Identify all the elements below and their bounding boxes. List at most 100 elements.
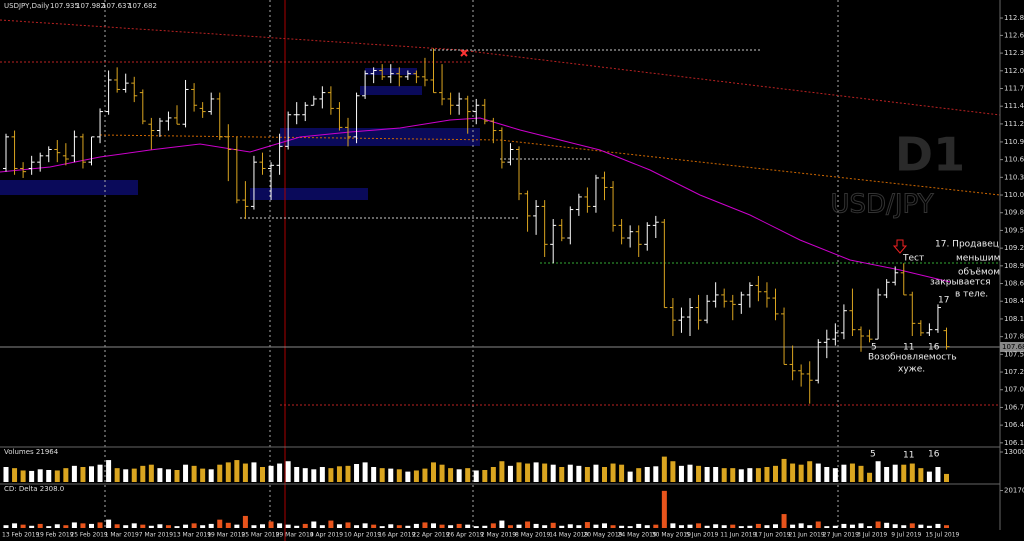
volume-bar (619, 464, 625, 482)
volume-bar (584, 467, 590, 482)
volume-bar (687, 464, 693, 482)
watermark: D1 (895, 128, 965, 182)
y-tick-label: 107.840 (1004, 333, 1024, 341)
y-tick-label: 110.360 (1004, 173, 1024, 181)
delta-bar (542, 525, 548, 528)
delta-bar (396, 525, 402, 528)
delta-bar (918, 524, 924, 528)
y-tick-label: 108.400 (1004, 297, 1024, 305)
zone (360, 86, 422, 95)
x-tick-label: 25 Mar 2019 (241, 532, 279, 539)
volume-bar (114, 468, 120, 482)
delta-bar (576, 525, 582, 528)
delta-bar (901, 525, 907, 528)
volume-bar (336, 466, 342, 482)
volume-bar (542, 463, 548, 482)
delta-bar (465, 524, 471, 528)
y-tick-label: 111.765 (1004, 85, 1024, 93)
delta-bar (106, 519, 112, 528)
volume-bar (354, 464, 360, 482)
delta-bar (422, 522, 428, 528)
delta-bar (80, 523, 86, 528)
y-tick-label: 112.605 (1004, 31, 1024, 39)
delta-title: CD: Delta 2308.0 (4, 485, 64, 493)
delta-bar (815, 521, 821, 528)
volume-bar (242, 463, 248, 482)
volume-bar (285, 461, 291, 482)
delta-bar (533, 523, 539, 528)
volume-bar (302, 468, 308, 482)
volume-bar (516, 462, 522, 482)
volume-bar (225, 462, 231, 482)
delta-bar (285, 524, 291, 528)
delta-bar (431, 523, 436, 528)
bar-number: 11 (903, 343, 914, 353)
volume-bar (106, 460, 112, 482)
y-tick-label: 13000 (1004, 448, 1024, 456)
volume-bar (388, 468, 394, 482)
volume-bar (781, 458, 787, 482)
delta-bar (516, 524, 522, 528)
volume-bar (431, 462, 436, 482)
delta-bar (354, 525, 360, 528)
volume-bar (550, 464, 556, 482)
header-high: 107.982 (76, 2, 105, 10)
y-tick-label: 20170.5 (1004, 487, 1024, 495)
delta-bar (294, 525, 300, 528)
delta-bar (781, 514, 787, 528)
delta-bar (884, 522, 890, 528)
delta-bar (644, 525, 650, 528)
annotation: Возобновляемость (868, 353, 957, 363)
delta-bar (225, 522, 231, 528)
volume-bar (12, 468, 18, 482)
volume-bar (3, 467, 9, 482)
volume-bar (165, 469, 171, 482)
x-tick-label: 1 Mar 2019 (105, 532, 139, 539)
delta-bar (37, 523, 43, 528)
delta-bar (738, 526, 744, 528)
y-tick-label: 108.120 (1004, 315, 1024, 323)
delta-bar (148, 525, 154, 528)
y-tick-label: 112.880 (1004, 14, 1024, 22)
volume-bar (499, 461, 505, 482)
delta-bar (200, 525, 206, 528)
delta-bar (379, 526, 385, 528)
volume-bar (841, 464, 847, 482)
delta-bar (670, 523, 676, 528)
volume-bar (456, 469, 462, 482)
x-tick-label: 29 Mar 2019 (276, 532, 314, 539)
volume-bar (610, 463, 616, 482)
volume-bar (918, 468, 924, 482)
volume-bar (294, 467, 300, 482)
volume-bar (200, 468, 206, 482)
volume-bar (97, 464, 103, 482)
volume-bar (80, 467, 86, 482)
delta-bar (559, 525, 565, 528)
volume-bar (576, 465, 582, 482)
x-tick-label: 5 Jun 2019 (686, 532, 718, 539)
bar-number: 17 (938, 296, 949, 306)
volume-bar (602, 467, 607, 482)
volume-bar (747, 468, 753, 482)
volume-bar (174, 470, 180, 482)
volume-bar (901, 464, 907, 482)
volume-title: Volumes 21964 (4, 448, 59, 456)
delta-bar (388, 524, 394, 528)
delta-bar (926, 525, 932, 528)
delta-bar (892, 524, 898, 528)
volume-bar (362, 462, 368, 482)
delta-bar (482, 525, 488, 528)
delta-bar (678, 525, 684, 528)
delta-bar (490, 523, 496, 528)
x-tick-label: 17 Jun 2019 (754, 532, 790, 539)
volume-bar (260, 467, 265, 482)
delta-bar (473, 526, 479, 528)
x-tick-label: 26 Apr 2019 (447, 532, 484, 539)
volume-bar (379, 468, 385, 482)
delta-bar (208, 523, 214, 528)
delta-bar (413, 523, 419, 528)
volume-bar (319, 467, 325, 482)
y-tick-label: 109.240 (1004, 244, 1024, 252)
volume-bar (277, 463, 283, 482)
delta-bar (636, 523, 642, 528)
